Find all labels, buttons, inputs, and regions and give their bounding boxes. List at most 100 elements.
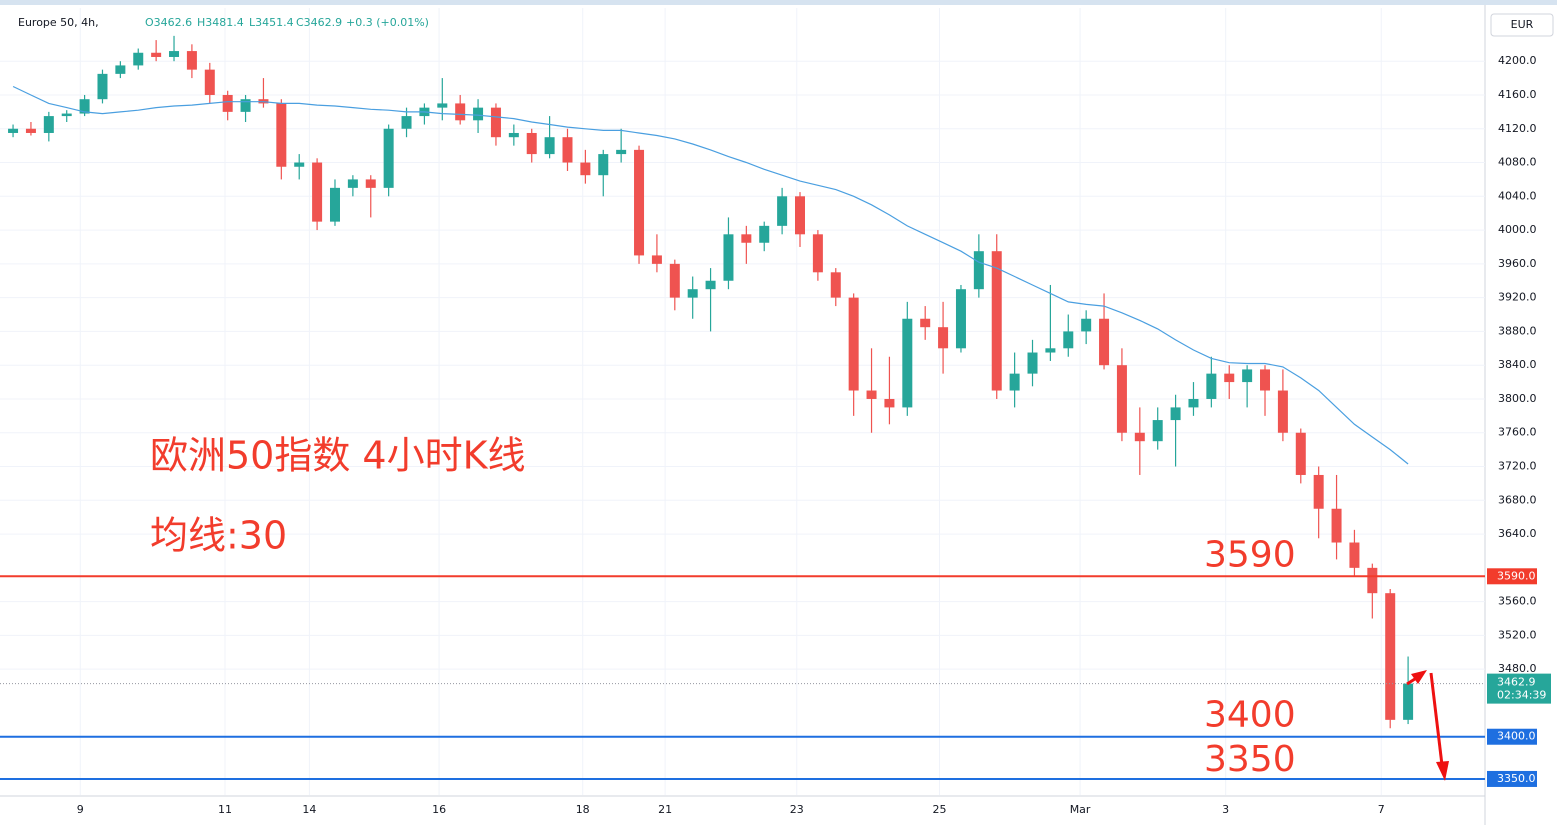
candle-body — [25, 128, 36, 133]
candle-body — [1134, 432, 1145, 442]
level-label-box — [1487, 770, 1537, 787]
currency: EUR — [1511, 18, 1534, 31]
level-annotation: 3400 — [1204, 695, 1296, 736]
candle-body — [61, 113, 72, 117]
candle-body — [186, 51, 197, 70]
candle-body — [312, 162, 323, 222]
level-label: 3350.0 — [1497, 772, 1536, 785]
candle-body — [294, 162, 305, 167]
candle-body — [115, 65, 126, 74]
candle-body — [1385, 593, 1396, 720]
annotation-title: 欧洲50指数 4小时K线 — [150, 434, 526, 478]
candle-body — [508, 132, 519, 138]
y-tick-label: 3760.0 — [1498, 426, 1537, 439]
y-tick-label: 4160.0 — [1498, 88, 1537, 101]
top-border — [0, 0, 1557, 5]
candle-body — [526, 132, 537, 155]
candle-body — [79, 99, 90, 114]
arrows — [1406, 670, 1449, 781]
x-tick-label: 23 — [790, 803, 804, 816]
candle-body — [1206, 373, 1217, 399]
candle-body — [830, 272, 841, 298]
candle-body — [1116, 365, 1127, 433]
change: +0.3 (+0.01%) — [346, 16, 429, 29]
open: O3462.6 — [145, 16, 192, 29]
close: C3462.9 — [296, 16, 342, 29]
last-price-label: 3462.9 — [1497, 676, 1536, 689]
candle-body — [401, 116, 412, 129]
candle-body — [437, 103, 448, 108]
candle-body — [490, 107, 501, 138]
candle-body — [598, 154, 609, 176]
x-tick-label: 7 — [1378, 803, 1385, 816]
candle-body — [1367, 567, 1378, 594]
level-annotation: 3350 — [1204, 739, 1296, 780]
y-tick-label: 3520.0 — [1498, 628, 1537, 641]
header: Europe 50, 4h, O3462.6 H3481.4 L3451.4 C… — [18, 16, 429, 29]
arrow-down-head — [1436, 761, 1449, 781]
level-label-box — [1487, 568, 1537, 585]
candle-body — [1045, 348, 1056, 353]
candle-body — [8, 128, 19, 133]
candle-body — [1242, 369, 1253, 383]
candle-body — [884, 398, 895, 408]
candle-body — [222, 94, 233, 112]
candle-body — [276, 103, 287, 167]
candle-body — [812, 234, 823, 273]
candle-body — [1027, 352, 1038, 374]
candle-body — [562, 137, 573, 163]
candle-body — [1152, 420, 1163, 442]
candle-body — [473, 107, 484, 121]
y-tick-label: 3840.0 — [1498, 358, 1537, 371]
candle-body — [1224, 373, 1235, 383]
candle-body — [973, 251, 984, 290]
x-tick-label: 16 — [432, 803, 446, 816]
candle-body — [133, 52, 144, 66]
y-tick-label: 3880.0 — [1498, 324, 1537, 337]
candle-body — [651, 255, 662, 264]
level-annotation: 3590 — [1204, 534, 1296, 575]
candle-body — [634, 149, 645, 256]
candle-body — [169, 51, 180, 57]
candle-body — [1170, 407, 1181, 421]
candle-body — [777, 196, 788, 226]
candle-body — [920, 318, 931, 328]
candle-body — [1063, 331, 1074, 349]
y-tick-label: 3920.0 — [1498, 291, 1537, 304]
moving-average — [12, 85, 1409, 465]
symbol: Europe 50, 4h, — [18, 16, 99, 29]
x-tick-label: 14 — [302, 803, 316, 816]
candle-body — [759, 225, 770, 243]
y-tick-label: 4040.0 — [1498, 189, 1537, 202]
candle-body — [1277, 390, 1288, 433]
y-tick-label: 3680.0 — [1498, 493, 1537, 506]
x-tick-label: 9 — [77, 803, 84, 816]
candle-body — [723, 234, 734, 281]
candle-body — [329, 187, 340, 222]
candle-body — [1188, 398, 1199, 408]
x-tick-label: 3 — [1222, 803, 1229, 816]
x-tick-label: 21 — [658, 803, 672, 816]
candle-body — [580, 162, 591, 176]
candle-body — [1099, 318, 1110, 366]
candle-body — [347, 179, 358, 188]
candle-body — [991, 251, 1002, 391]
candle-body — [1081, 318, 1092, 332]
x-tick-label: 25 — [933, 803, 947, 816]
y-tick-label: 3480.0 — [1498, 662, 1537, 675]
level-label: 3590.0 — [1497, 569, 1536, 582]
annotation-ma: 均线:30 — [150, 514, 287, 558]
candle-body — [669, 263, 680, 298]
candle-body — [741, 234, 752, 243]
last-price-box — [1487, 673, 1551, 704]
candle-body — [616, 149, 627, 155]
y-tick-label: 4080.0 — [1498, 156, 1537, 169]
candle-body — [1403, 683, 1414, 720]
high: H3481.4 — [197, 16, 244, 29]
candle-body — [1009, 373, 1020, 391]
currency-box[interactable] — [1490, 13, 1554, 37]
candle-body — [687, 289, 698, 298]
candle-body — [1313, 474, 1324, 509]
